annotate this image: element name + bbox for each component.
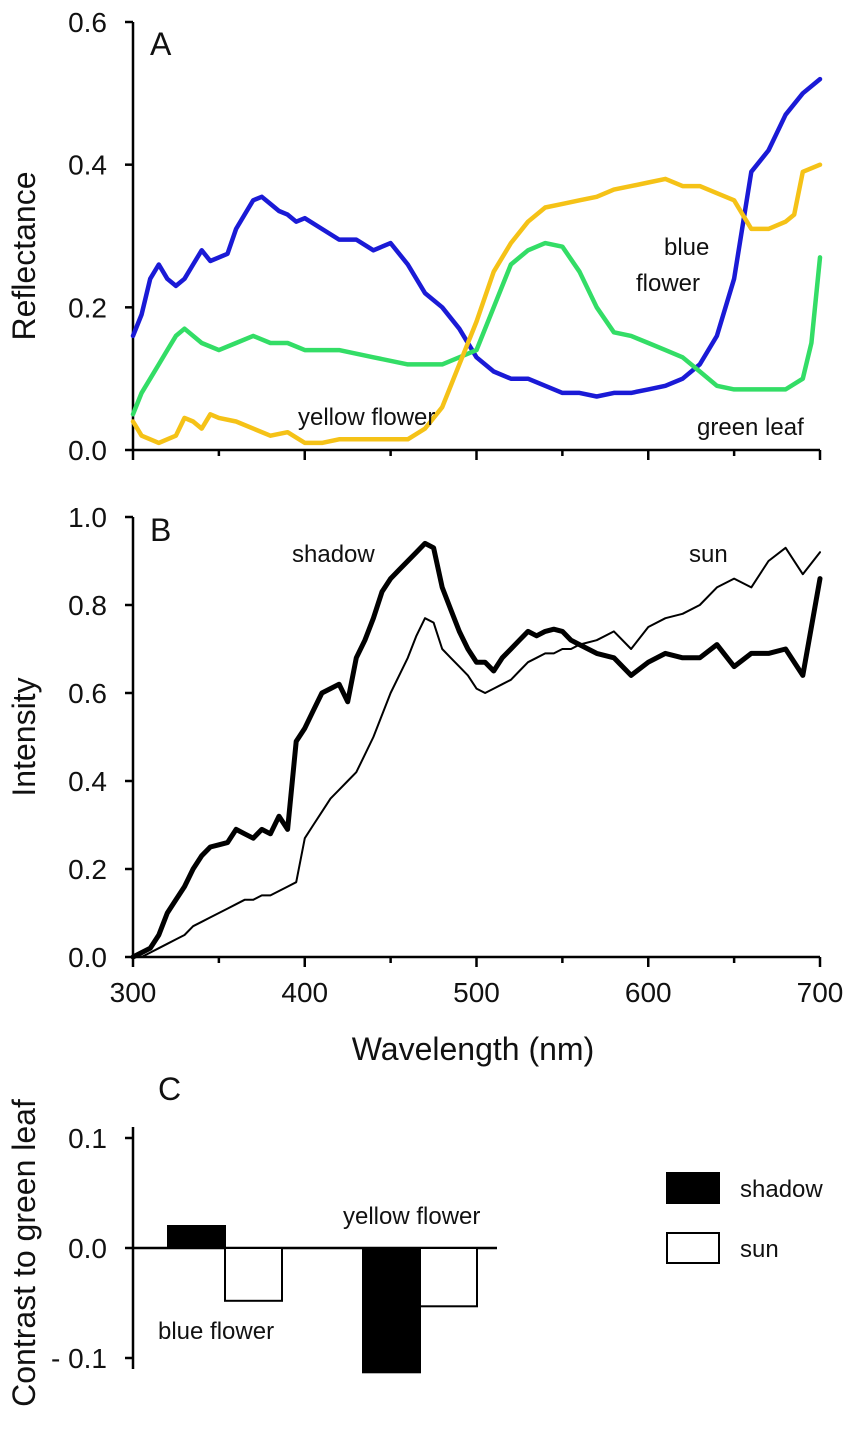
panel-c-y-tick-label-0: 0.1	[68, 1123, 107, 1154]
panel-a-y-tick-label-2: 0.4	[68, 150, 107, 181]
panel-a-series-blue-flower	[130, 76, 823, 399]
panel-b-y-tick-label-3: 0.6	[68, 678, 107, 709]
panel-b-x-tick-label-0: 300	[110, 977, 157, 1008]
panel-c-y-axis-label: Contrast to green leaf	[6, 1099, 42, 1407]
panel-b-series-sun	[132, 546, 821, 958]
panel-b-axes: 0.0 0.2 0.4 0.6 0.8 1.0 300 400 500 600 700	[68, 502, 843, 1008]
panel-a-label: A	[150, 26, 172, 62]
x-axis-label: Wavelength (nm)	[352, 1031, 594, 1067]
annotation-blue-flower-line1: blue	[664, 234, 709, 261]
panel-a-y-tick-label-1: 0.2	[68, 292, 107, 323]
annotation-blue-flower-line2: flower	[636, 270, 700, 297]
panel-a-y-axis-label: Reflectance	[6, 172, 42, 341]
panel-b-y-tick-label-4: 0.8	[68, 590, 107, 621]
panel-b-series	[130, 540, 823, 960]
panel-b-y-tick-label-1: 0.2	[68, 854, 107, 885]
legend-swatch-shadow	[666, 1172, 720, 1204]
panel-c-y-tick-label-1: 0.0	[68, 1233, 107, 1264]
panel-a-series-yellow-flower	[130, 162, 823, 446]
panel-c-bars	[167, 1225, 478, 1374]
panel-a-y-tick-label-0: 0.0	[68, 435, 107, 466]
annotation-green-leaf: green leaf	[697, 414, 804, 441]
annotation-shadow: shadow	[292, 541, 375, 568]
legend-swatch-sun	[666, 1232, 720, 1264]
panel-b-y-tick-label-0: 0.0	[68, 942, 107, 973]
panel-b-x-tick-label-1: 400	[281, 977, 328, 1008]
panel-a-series-green-leaf	[130, 240, 823, 417]
annotation-sun: sun	[689, 541, 728, 568]
panel-a-y-tick-label-3: 0.6	[68, 7, 107, 38]
bar-blue-flower-shadow	[167, 1225, 226, 1249]
panel-a-axes: 0.0 0.2 0.4 0.6	[68, 7, 822, 466]
bar-yellow-flower-shadow	[362, 1247, 421, 1374]
bar-blue-flower-sun	[224, 1247, 283, 1302]
panel-b-y-axis-label: Intensity	[6, 677, 42, 796]
panel-b-x-tick-label-3: 600	[625, 977, 672, 1008]
panel-c: C Contrast to green leaf 0.1 0.0 - 0.1 blu…	[6, 1071, 823, 1407]
legend-label-shadow: shadow	[740, 1176, 823, 1203]
category-label-blue-flower: blue flower	[158, 1318, 274, 1345]
annotation-yellow-flower: yellow flower	[298, 404, 435, 431]
legend: shadow sun	[666, 1172, 823, 1264]
panel-a-series	[130, 76, 823, 446]
panel-b-y-tick-label-5: 1.0	[68, 502, 107, 533]
panel-b: B Intensity Wavelength (nm) 0.0 0.2 0.4 0.6…	[6, 502, 843, 1067]
category-label-yellow-flower: yellow flower	[343, 1203, 480, 1230]
bar-yellow-flower-sun	[419, 1247, 478, 1308]
panel-a: A Reflectance 0.0 0.2 0.4 0.6 yellow flower…	[6, 7, 823, 466]
panel-b-label: B	[150, 512, 171, 548]
panel-b-y-tick-label-2: 0.4	[68, 766, 107, 797]
legend-label-sun: sun	[740, 1236, 779, 1263]
panel-c-label: C	[158, 1071, 181, 1107]
panel-b-x-tick-label-2: 500	[453, 977, 500, 1008]
panel-c-y-tick-label-2: - 0.1	[51, 1343, 107, 1374]
panel-b-x-tick-label-4: 700	[797, 977, 844, 1008]
panel-b-series-shadow	[130, 540, 823, 960]
